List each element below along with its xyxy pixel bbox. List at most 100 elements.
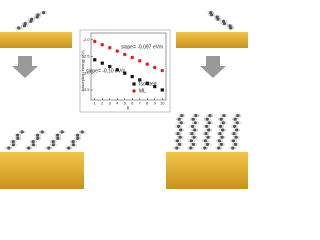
carbon	[209, 10, 213, 15]
carbon	[16, 136, 20, 140]
carbon	[207, 121, 211, 125]
carbon	[56, 133, 60, 137]
point	[138, 59, 142, 63]
point	[130, 55, 134, 60]
carbon	[204, 132, 208, 136]
page: {"chart_data": {"type": "scatter", "y_la…	[0, 10, 248, 189]
carbon	[42, 10, 46, 15]
point	[93, 39, 97, 44]
carbon	[236, 114, 240, 118]
point	[153, 65, 157, 70]
x-tick-label: 6	[131, 101, 134, 106]
carbon	[30, 17, 34, 21]
legend-label: Isolated	[139, 81, 157, 87]
carbon	[192, 135, 196, 139]
point	[123, 71, 127, 75]
carbon	[218, 132, 222, 136]
x-tick-label: 1	[94, 101, 97, 106]
legend-label: ML	[139, 88, 146, 94]
gold-slab	[0, 32, 72, 48]
y-tick-label: -3.0	[83, 70, 91, 75]
carbon	[36, 136, 40, 140]
x-tick-label: 5	[124, 101, 127, 106]
carbon	[207, 128, 211, 132]
point	[145, 81, 149, 85]
carbon	[179, 128, 183, 132]
carbon	[17, 26, 21, 30]
carbon	[178, 135, 182, 139]
y-tick-label: -2.5	[83, 54, 91, 59]
carbon	[233, 117, 237, 121]
point	[100, 43, 104, 47]
carbon	[217, 146, 221, 150]
carbon	[228, 24, 232, 28]
carbon	[189, 139, 193, 143]
carbon	[51, 143, 56, 147]
carbon	[71, 140, 75, 144]
carbon	[205, 142, 210, 146]
legend-marker	[132, 82, 136, 86]
carbon	[80, 130, 84, 134]
point	[108, 46, 112, 50]
carbon	[203, 139, 207, 143]
carbon	[235, 121, 239, 125]
point	[115, 49, 119, 53]
gold-slab	[176, 32, 248, 48]
carbon	[221, 128, 225, 132]
carbon	[233, 142, 238, 146]
carbon	[205, 124, 209, 128]
carbon	[203, 146, 207, 150]
carbon	[71, 143, 75, 147]
plot-area	[90, 32, 167, 101]
point	[115, 68, 119, 72]
carbon	[189, 146, 193, 150]
carbon	[67, 146, 71, 150]
carbon	[36, 13, 40, 17]
carbon	[47, 146, 51, 150]
x-tick-label: 2	[101, 101, 104, 106]
carbon	[40, 130, 44, 134]
legend-marker	[132, 89, 136, 93]
y-axis-label: Adsorption energy (eV)	[80, 50, 85, 92]
point	[145, 62, 149, 66]
carbon	[27, 146, 31, 150]
carbon	[233, 124, 237, 128]
carbon	[191, 142, 196, 146]
carbon	[219, 117, 223, 121]
gold-slab	[0, 152, 84, 189]
illustration	[0, 10, 248, 189]
annotation: slope= -0.10 eV/n	[86, 68, 126, 74]
carbon	[76, 136, 80, 140]
point	[123, 52, 127, 57]
x-tick-label: 4	[116, 101, 119, 106]
carbon	[56, 136, 60, 140]
carbon	[220, 135, 224, 139]
carbon	[232, 132, 236, 136]
carbon	[217, 139, 221, 143]
carbon	[231, 146, 235, 150]
carbon	[191, 117, 195, 121]
point	[93, 58, 97, 62]
carbon	[222, 19, 226, 23]
carbon	[11, 143, 15, 147]
y-tick-label: -3.5	[83, 87, 91, 92]
carbon	[219, 142, 224, 146]
carbon	[177, 142, 182, 146]
point	[100, 61, 104, 65]
gold-slab	[166, 152, 248, 189]
carbon	[205, 117, 209, 121]
carbon	[31, 143, 35, 147]
carbon	[36, 133, 40, 137]
carbon	[180, 114, 184, 118]
carbon	[222, 114, 226, 118]
carbon	[190, 132, 194, 136]
arrow	[200, 56, 226, 78]
x-tick-label: 10	[160, 101, 165, 106]
annotation: slope= -0.097 eV/n	[121, 44, 163, 50]
point	[108, 64, 112, 69]
carbon	[177, 117, 181, 121]
y-tick-label: -2.0	[83, 37, 91, 42]
carbon	[193, 128, 197, 132]
point	[138, 78, 142, 82]
carbon	[7, 146, 11, 150]
